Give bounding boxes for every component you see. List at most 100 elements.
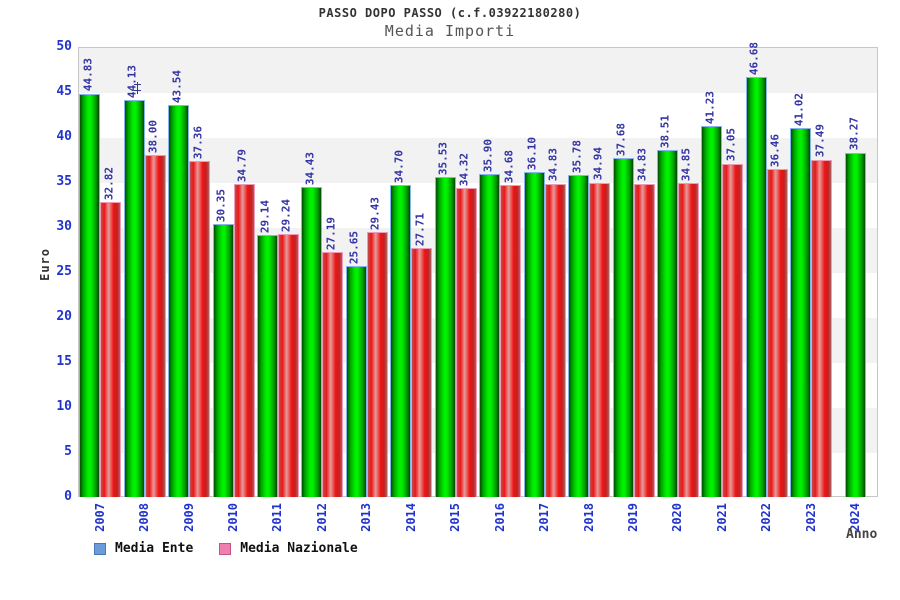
bar-value-label: 34.32 bbox=[457, 153, 471, 187]
bar-value-label: 38.27 bbox=[847, 117, 861, 151]
bar-group-2013: 25.65 29.43 bbox=[345, 47, 389, 497]
y-tick-25: 25 bbox=[56, 264, 72, 279]
x-tick-2015: 2015 bbox=[448, 503, 463, 532]
legend-item-media-nazionale: Media Nazionale bbox=[219, 541, 358, 556]
bar-value-label: 34.43 bbox=[303, 152, 317, 186]
bar-media-nazionale-2012: 27.19 bbox=[322, 217, 344, 497]
bar-value-label: 44.83 bbox=[81, 58, 95, 92]
x-tick-2009: 2009 bbox=[181, 503, 196, 532]
legend-label-media-nazionale: Media Nazionale bbox=[240, 541, 358, 556]
bar-media-nazionale-2014: 27.71 bbox=[411, 213, 433, 497]
bar-media-ente-2021: 41.23 bbox=[701, 91, 723, 497]
bar-media-ente-2023: 41.02 bbox=[790, 93, 812, 497]
bars-layer: 44.83 32.82 44.13 38.00 43.54 37.36 30.35 34.79… bbox=[78, 42, 878, 497]
x-tick-2014: 2014 bbox=[403, 503, 418, 532]
chart-title: PASSO DOPO PASSO (c.f.03922180280) bbox=[318, 6, 582, 20]
x-tick-2017: 2017 bbox=[537, 503, 552, 532]
bar-media-nazionale-2015: 34.32 bbox=[455, 153, 477, 497]
x-tick-2010: 2010 bbox=[226, 503, 241, 532]
bar-value-label: 27.71 bbox=[413, 212, 427, 246]
bar-media-ente-2019: 37.68 bbox=[612, 123, 634, 497]
bar-value-label: 34.94 bbox=[591, 147, 605, 181]
y-tick-10: 10 bbox=[56, 399, 72, 414]
bar-media-ente-2007: 44.83 bbox=[79, 58, 101, 497]
x-tick-2023: 2023 bbox=[803, 503, 818, 532]
bar-media-nazionale-2022: 36.46 bbox=[766, 134, 788, 497]
y-tick-20: 20 bbox=[56, 309, 72, 324]
bar-value-label: 36.10 bbox=[525, 136, 539, 171]
x-tick-2016: 2016 bbox=[492, 503, 507, 532]
bar-group-2018: 35.78 34.94 bbox=[567, 47, 611, 497]
bar-media-ente-2022: 46.68 bbox=[745, 42, 767, 497]
bar-value-label: 35.90 bbox=[481, 138, 495, 172]
bar-value-label: 29.24 bbox=[280, 198, 294, 232]
bar-value-label: 41.02 bbox=[792, 92, 806, 126]
x-tick-2007: 2007 bbox=[92, 503, 107, 532]
bar-group-2024: 38.27 bbox=[834, 47, 878, 497]
bar-media-nazionale-2018: 34.94 bbox=[589, 147, 611, 497]
bar-media-nazionale-2008: 38.00 bbox=[144, 120, 166, 497]
y-tick-15: 15 bbox=[56, 354, 72, 369]
bar-group-2017: 36.10 34.83 bbox=[522, 47, 566, 497]
bar-value-label: 38.00 bbox=[146, 119, 160, 153]
bar-group-2007: 44.83 32.82 bbox=[78, 47, 122, 497]
bar-media-nazionale-2020: 34.85 bbox=[677, 148, 699, 497]
bar-media-ente-2015: 35.53 bbox=[434, 142, 456, 497]
bar-group-2022: 46.68 36.46 bbox=[745, 42, 789, 497]
bar-value-label: 35.78 bbox=[570, 139, 584, 173]
x-axis-title: Anno bbox=[846, 527, 878, 542]
bar-value-label: 41.23 bbox=[703, 90, 717, 124]
bar-media-ente-2012: 34.43 bbox=[301, 152, 323, 497]
bar-value-label: 34.79 bbox=[235, 148, 249, 182]
bar-media-nazionale-2023: 37.49 bbox=[811, 124, 833, 497]
legend: Media Ente Media Nazionale bbox=[94, 541, 358, 556]
bar-value-label: 30.35 bbox=[214, 188, 228, 222]
bar-media-nazionale-2019: 34.83 bbox=[633, 148, 655, 497]
x-tick-2022: 2022 bbox=[759, 503, 774, 532]
bar-group-2016: 35.90 34.68 bbox=[478, 47, 522, 497]
x-tick-2013: 2013 bbox=[359, 503, 374, 532]
x-tick-2019: 2019 bbox=[626, 503, 641, 532]
bar-value-label: 37.49 bbox=[813, 124, 827, 158]
bar-media-ente-2008: 44.13 bbox=[123, 65, 145, 497]
bar-media-ente-2014: 34.70 bbox=[390, 150, 412, 497]
plot-area bbox=[78, 47, 878, 497]
bar-value-label: 37.36 bbox=[191, 125, 205, 159]
bar-value-label: 27.19 bbox=[324, 217, 338, 251]
bar-media-nazionale-2011: 29.24 bbox=[277, 199, 299, 497]
y-tick-45: 45 bbox=[56, 84, 72, 99]
x-tick-2020: 2020 bbox=[670, 503, 685, 532]
bar-value-label: 35.53 bbox=[436, 142, 450, 176]
bar-value-label: 32.82 bbox=[102, 166, 116, 200]
bar-group-2023: 41.02 37.49 bbox=[789, 47, 833, 497]
x-tick-2012: 2012 bbox=[314, 503, 329, 532]
x-tick-2018: 2018 bbox=[581, 503, 596, 532]
bar-media-ente-2009: 43.54 bbox=[168, 70, 190, 497]
bar-group-2014: 34.70 27.71 bbox=[389, 47, 433, 497]
x-tick-2011: 2011 bbox=[270, 503, 285, 532]
bar-value-label: 36.46 bbox=[768, 133, 782, 167]
bar-group-2019: 37.68 34.83 bbox=[611, 47, 655, 497]
legend-label-media-ente: Media Ente bbox=[115, 541, 194, 556]
bar-media-nazionale-2007: 32.82 bbox=[100, 167, 122, 497]
y-tick-0: 0 bbox=[64, 489, 72, 504]
y-tick-40: 40 bbox=[56, 129, 72, 144]
bar-media-ente-2024: 38.27 bbox=[845, 117, 867, 497]
bar-media-nazionale-2016: 34.68 bbox=[500, 150, 522, 497]
bar-media-ente-2020: 38.51 bbox=[656, 115, 678, 497]
bar-value-label: 37.05 bbox=[724, 128, 738, 162]
x-tick-2021: 2021 bbox=[714, 503, 729, 532]
x-tick-2008: 2008 bbox=[137, 503, 152, 532]
mouse-cursor-artifact bbox=[133, 82, 142, 95]
bar-group-2015: 35.53 34.32 bbox=[434, 47, 478, 497]
bar-media-nazionale-2009: 37.36 bbox=[189, 126, 211, 497]
y-tick-35: 35 bbox=[56, 174, 72, 189]
y-tick-50: 50 bbox=[56, 39, 72, 54]
bar-group-2011: 29.14 29.24 bbox=[256, 47, 300, 497]
bar-value-label: 37.68 bbox=[614, 122, 628, 156]
bar-value-label: 34.83 bbox=[635, 148, 649, 182]
media-nazionale-swatch-icon bbox=[219, 542, 232, 555]
bar-media-nazionale-2021: 37.05 bbox=[722, 128, 744, 497]
media-ente-swatch-icon bbox=[94, 542, 106, 555]
